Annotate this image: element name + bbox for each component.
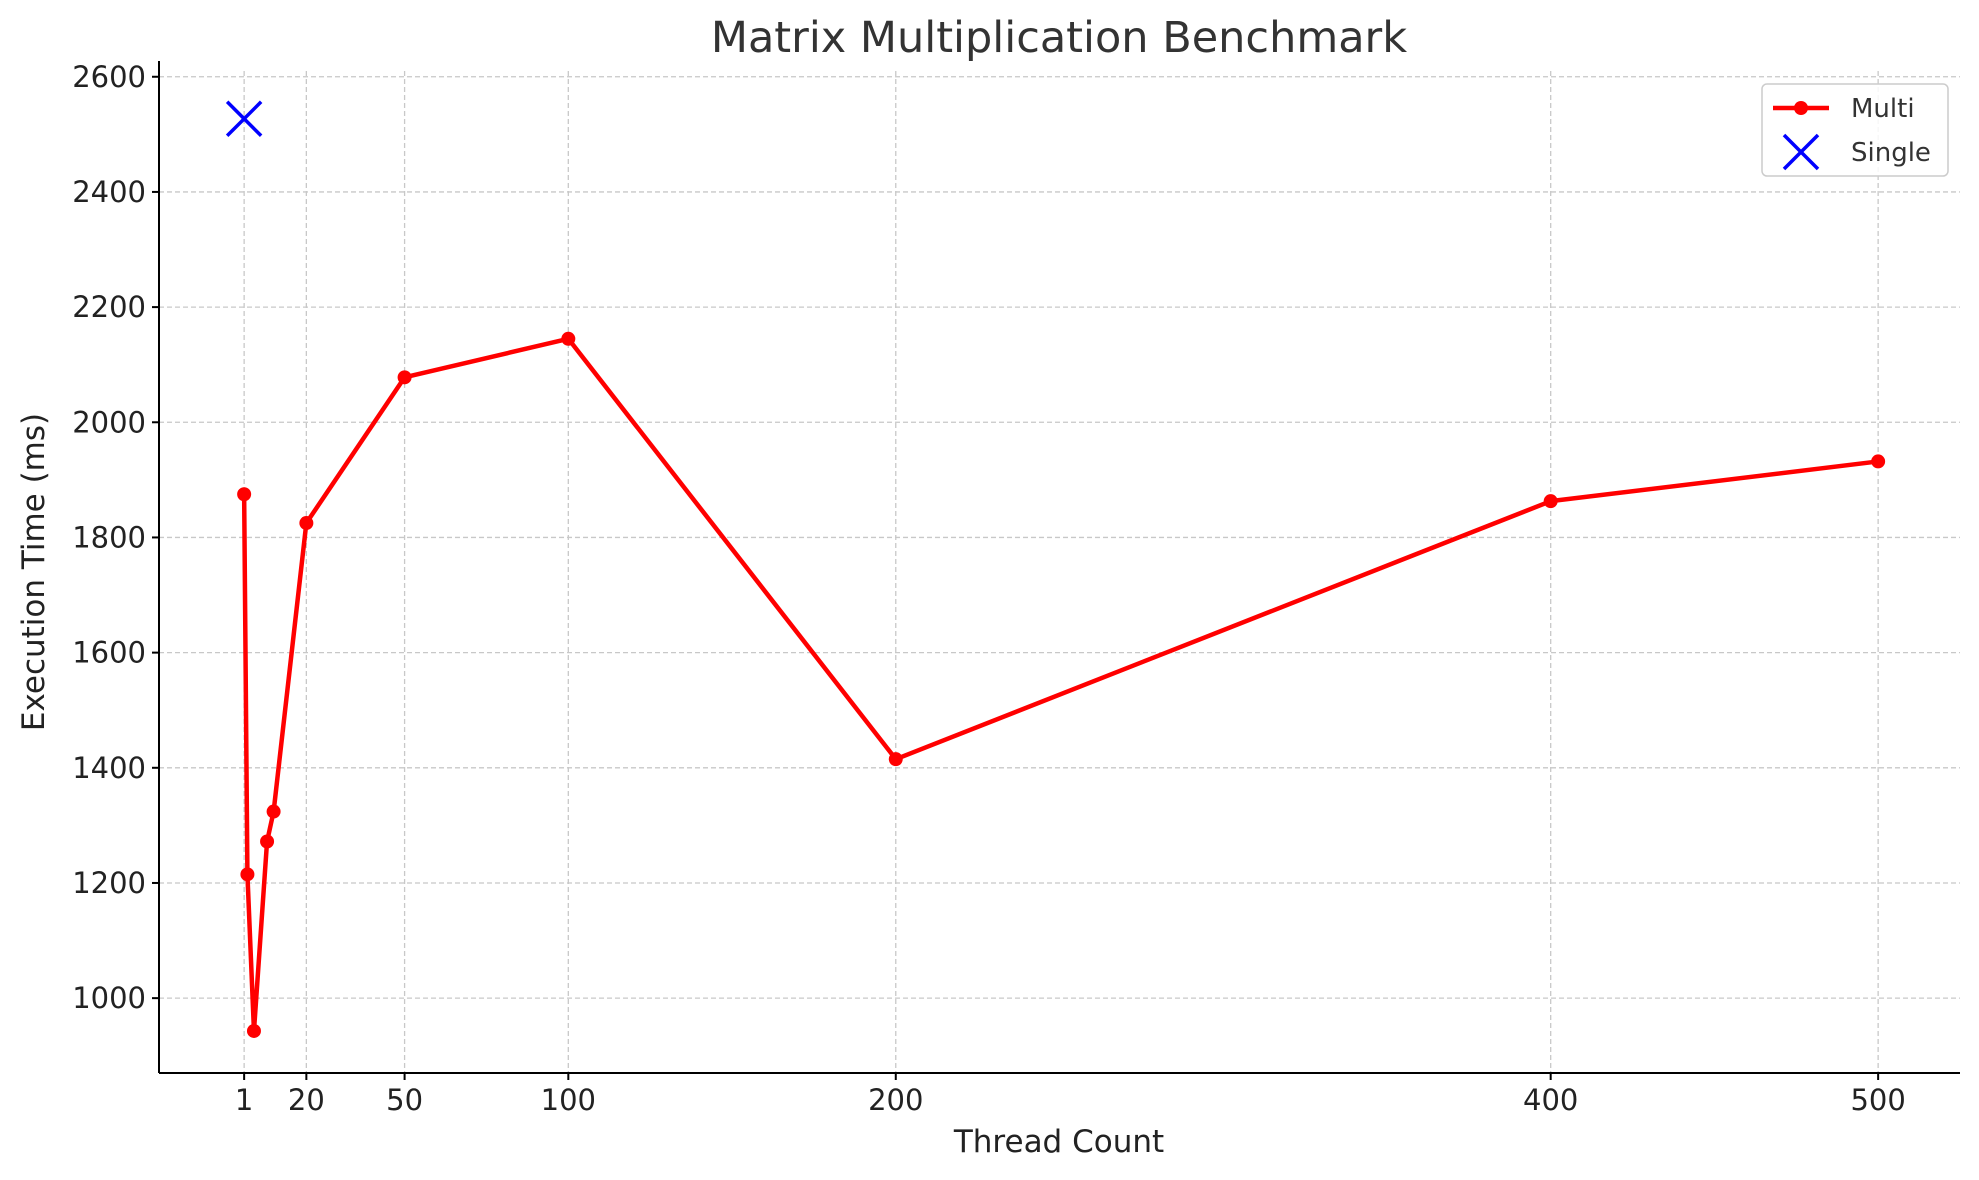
data-point xyxy=(1871,454,1886,469)
y-tick-label: 1000 xyxy=(72,981,146,1015)
y-tick-label: 2200 xyxy=(72,290,146,324)
y-tick-label: 1400 xyxy=(72,751,146,785)
series-single xyxy=(225,100,263,138)
data-point xyxy=(246,1023,261,1038)
data-point xyxy=(397,370,412,385)
legend-marker xyxy=(1782,133,1820,171)
data-point xyxy=(237,487,252,502)
y-tick-label: 2600 xyxy=(72,60,146,94)
grid-lines xyxy=(159,71,1960,1073)
y-tick-label: 1200 xyxy=(72,866,146,900)
data-point xyxy=(561,331,576,346)
x-tick-label: 100 xyxy=(541,1083,596,1117)
axes xyxy=(158,61,1960,1074)
axis-ticks: 1 20 50 100 200 400 500 1000 1200 1400 1600 1800 200… xyxy=(72,60,1906,1117)
series-multi xyxy=(237,331,1886,1038)
legend-label: Single xyxy=(1851,138,1931,168)
data-point xyxy=(240,867,255,882)
y-tick-label: 2000 xyxy=(72,405,146,439)
data-point xyxy=(299,516,314,531)
chart-title: Matrix Multiplication Benchmark xyxy=(711,13,1407,63)
data-point xyxy=(266,804,281,819)
series xyxy=(225,100,1886,1038)
x-tick-label: 400 xyxy=(1523,1083,1578,1117)
data-point xyxy=(225,100,263,138)
x-tick-label: 200 xyxy=(868,1083,923,1117)
y-tick-label: 1600 xyxy=(72,636,146,670)
legend-entry-multi: Multi xyxy=(1773,94,1915,124)
y-axis-title: Execution Time (ms) xyxy=(16,413,52,731)
x-tick-label: 1 xyxy=(235,1083,253,1117)
x-tick-label: 20 xyxy=(288,1083,325,1117)
legend-marker xyxy=(1794,101,1808,115)
legend-entry-single: Single xyxy=(1782,133,1931,171)
data-point xyxy=(260,834,275,849)
y-tick-label: 1800 xyxy=(72,520,146,554)
legend: Multi Single xyxy=(1761,83,1949,177)
data-point xyxy=(1543,494,1558,509)
series-line-multi xyxy=(241,336,1879,1034)
y-tick-label: 2400 xyxy=(72,175,146,209)
legend-label: Multi xyxy=(1851,94,1915,124)
x-axis-title: Thread Count xyxy=(953,1124,1164,1160)
x-tick-label: 50 xyxy=(386,1083,423,1117)
x-tick-label: 500 xyxy=(1850,1083,1905,1117)
x-marker-stroke xyxy=(225,100,263,138)
data-point xyxy=(888,752,903,767)
